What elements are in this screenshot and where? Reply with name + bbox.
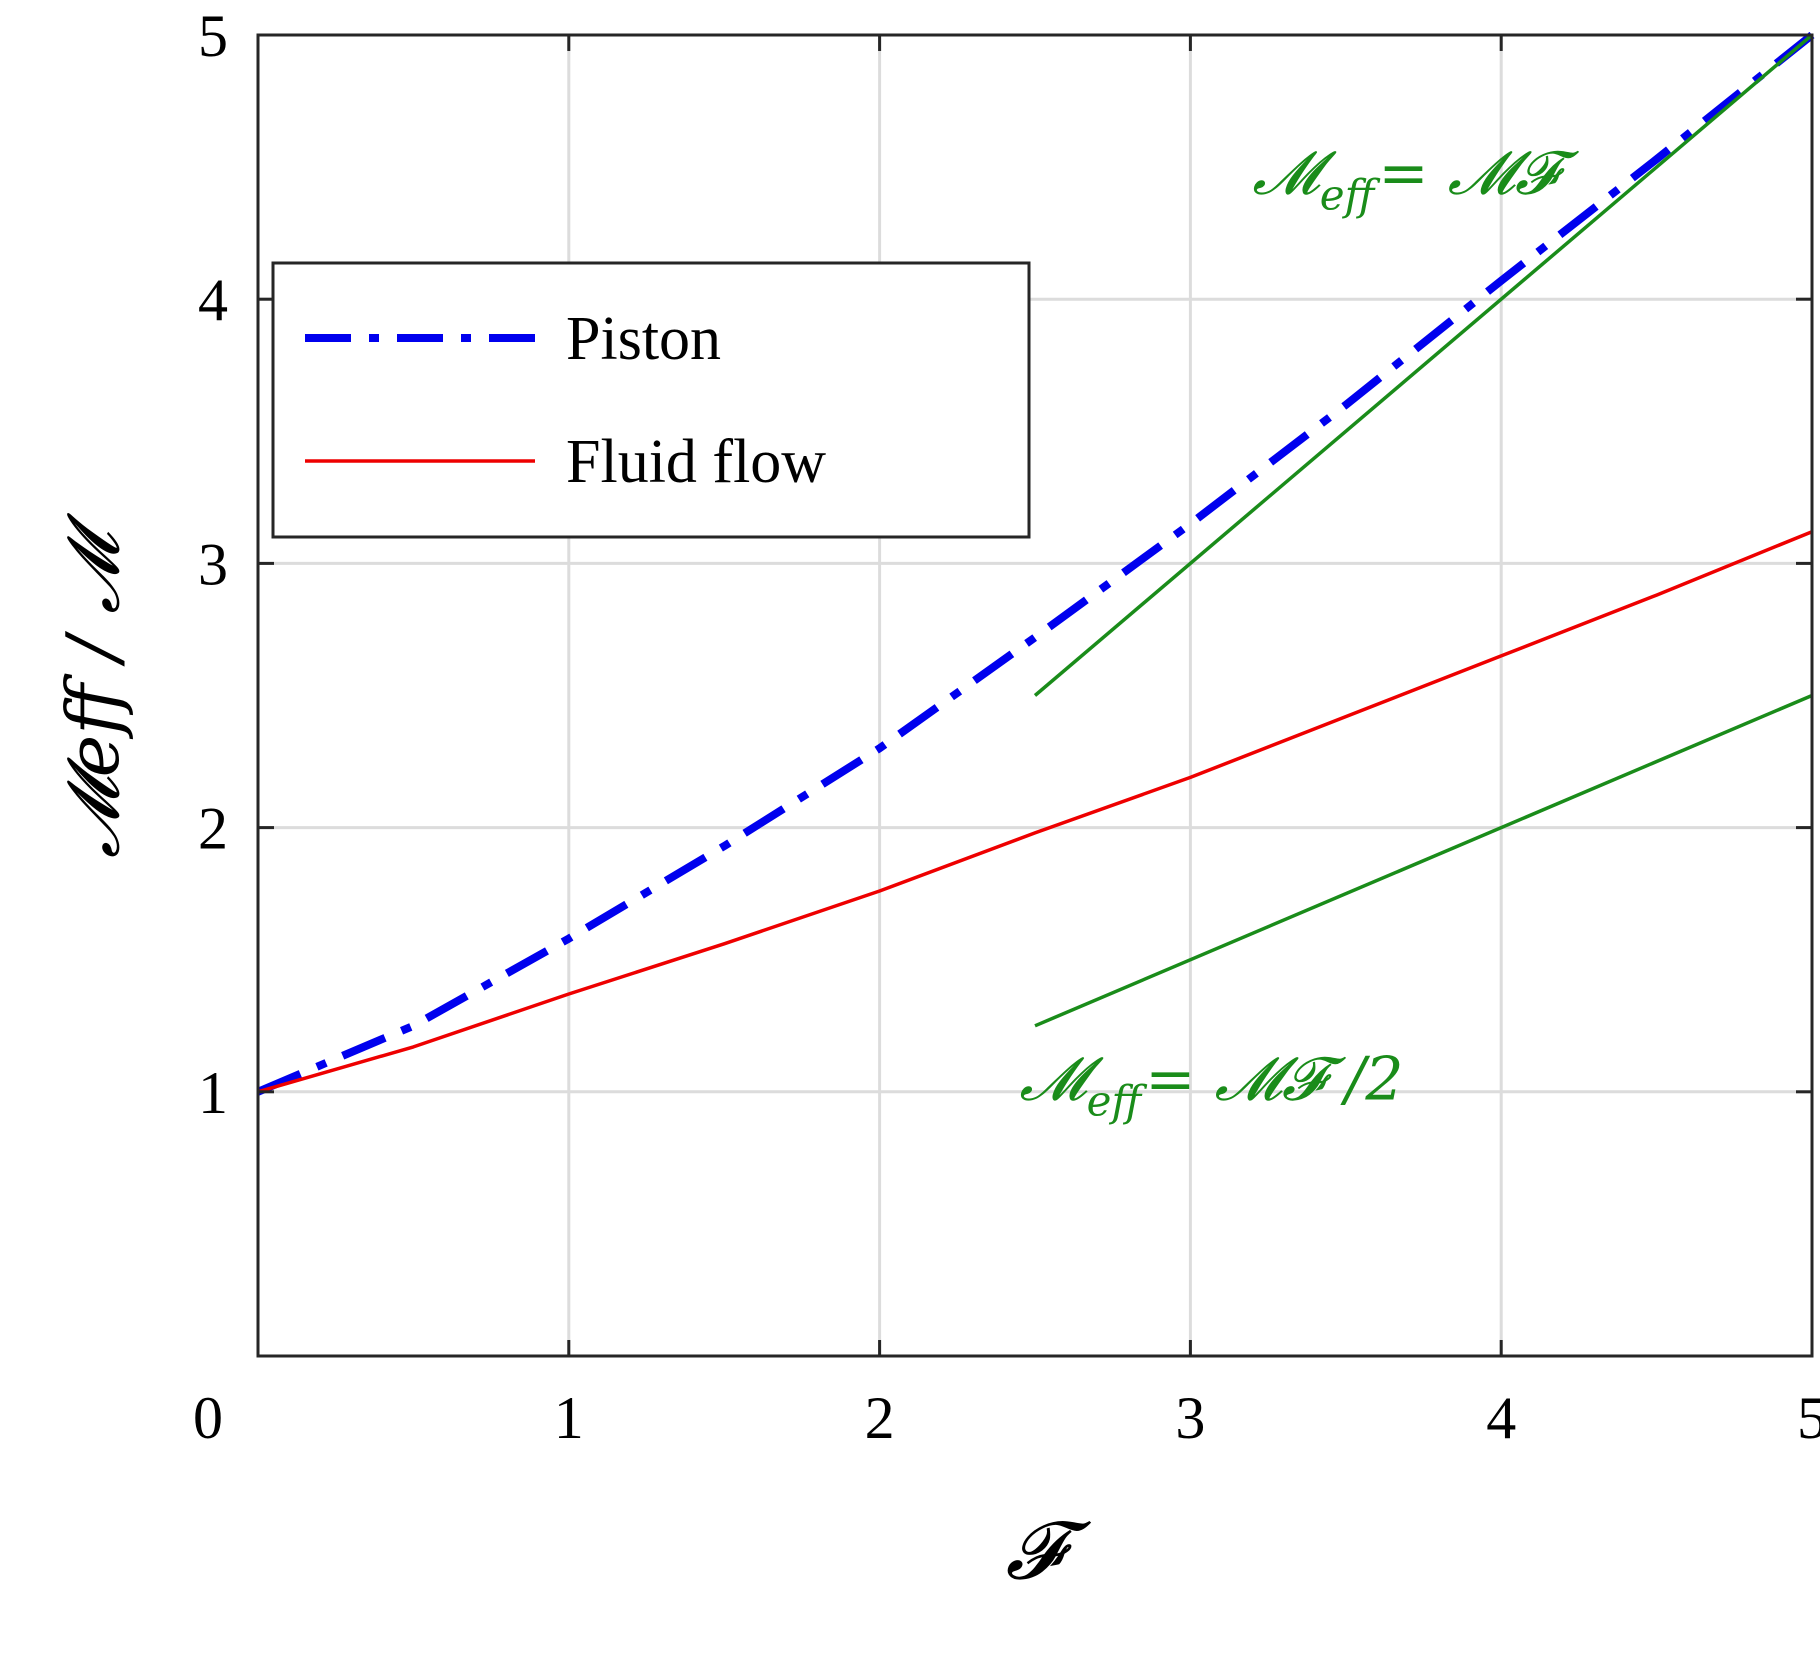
- x-tick-label: 5: [1797, 1385, 1820, 1451]
- legend: Piston Fluid flow: [271, 261, 1031, 539]
- y-tick-label: 4: [198, 267, 228, 333]
- y-tick-label: 1: [198, 1060, 228, 1126]
- series-piston: [256, 31, 1815, 1096]
- plot-frame: [256, 33, 1814, 1358]
- x-tick-label: 3: [1175, 1385, 1205, 1451]
- x-tick-label: 1: [554, 1385, 584, 1451]
- legend-label-fluid-flow: Fluid flow: [566, 428, 826, 496]
- svg-text:𝓜eff= 𝓜𝓕 /2: 𝓜eff= 𝓜𝓕 /2: [1019, 1045, 1403, 1126]
- y-axis-label: 𝓜eff / 𝓜: [51, 513, 135, 858]
- legend-label-piston: Piston: [566, 305, 721, 373]
- annotation-upper-rest: = 𝓜𝓕: [1378, 139, 1580, 209]
- y-tick-label: 2: [198, 796, 228, 862]
- annotation-lower-sub: eff: [1087, 1077, 1148, 1126]
- annotation-lower-rest: = 𝓜𝓕 /2: [1145, 1045, 1403, 1115]
- annotation-upper-sub: eff: [1320, 171, 1381, 220]
- annotation-upper: 𝓜eff= 𝓜𝓕: [1253, 139, 1580, 220]
- svg-text:𝓜eff= 𝓜𝓕: 𝓜eff= 𝓜𝓕: [1253, 139, 1580, 220]
- annotation-lower: 𝓜eff= 𝓜𝓕 /2: [1019, 1045, 1403, 1126]
- x-tick-label: 4: [1486, 1385, 1516, 1451]
- x-tick-label: 2: [865, 1385, 895, 1451]
- asymptote-line-2: [1033, 33, 1814, 697]
- tick-labels: 0 1 2 3 4 5 1 2 3 4 5: [193, 3, 1820, 1451]
- legend-box: [271, 261, 1031, 539]
- x-axis-label: 𝓕: [1005, 1504, 1091, 1597]
- grid: [258, 35, 1812, 1356]
- series-layer: [256, 31, 1815, 1096]
- series-fluid-flow: [257, 530, 1813, 1094]
- y-tick-label: 5: [198, 3, 228, 69]
- y-tick-label: 3: [198, 531, 228, 597]
- x-tick-label: 0: [193, 1385, 223, 1451]
- ticks: [256, 33, 1814, 1358]
- asymptote-line-3: [1034, 693, 1813, 1028]
